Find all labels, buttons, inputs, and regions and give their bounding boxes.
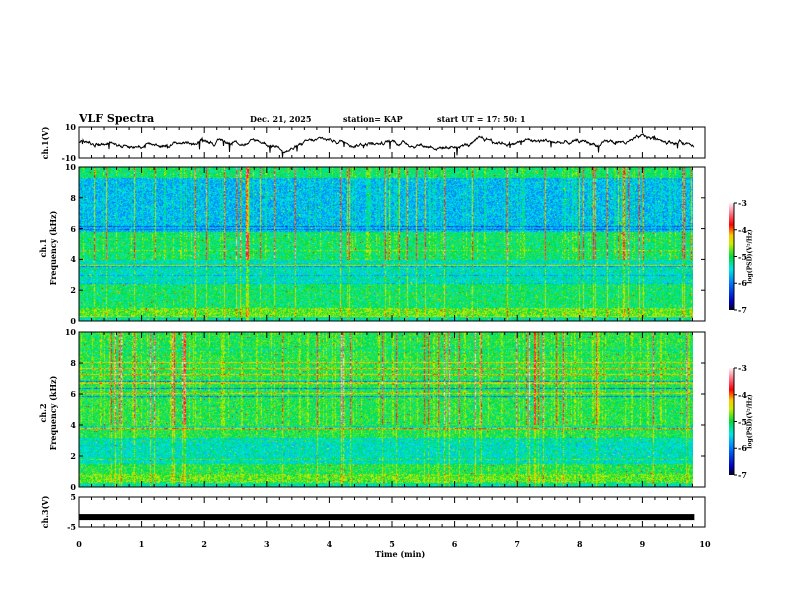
start-time-label: start UT = 17: 50: 1 bbox=[437, 114, 526, 124]
ytick-label-2: 4 bbox=[70, 420, 76, 430]
ytick-label-0: 10 bbox=[64, 122, 76, 132]
colorbar-tick-label: -7 bbox=[738, 470, 747, 480]
xtick-label: 10 bbox=[699, 539, 711, 549]
ch1-waveform-line bbox=[78, 132, 695, 158]
colorbar-tick-label: -6 bbox=[738, 443, 747, 454]
x-axis-label: Time (min) bbox=[375, 549, 426, 559]
xtick-label: 0 bbox=[76, 539, 82, 549]
ytick-label-2: 0 bbox=[70, 482, 76, 492]
colorbar-tick-label: -3 bbox=[738, 198, 747, 208]
xtick-label: 1 bbox=[138, 539, 145, 549]
colorbar-tick-label: -4 bbox=[738, 389, 747, 400]
colorbar-tick-label: -5 bbox=[738, 251, 747, 262]
ytick-label-1: 8 bbox=[70, 192, 76, 203]
colorbar-tick-label: -6 bbox=[738, 278, 747, 289]
ch1-spec-ylabel: ch.1 Frequency (kHz) bbox=[38, 208, 58, 288]
xtick-label: 2 bbox=[201, 539, 207, 549]
station-label: station= KAP bbox=[343, 114, 403, 124]
ch1-spec-panel-frame bbox=[78, 166, 706, 322]
ch1-spectrogram bbox=[79, 167, 693, 321]
ch1-spec-ylabel-line1: ch.1 bbox=[38, 238, 48, 258]
ch1-ylabel: ch.1(V) bbox=[40, 126, 50, 160]
ch3-ylabel: ch.3(V) bbox=[40, 495, 50, 529]
ytick-label-2: 10 bbox=[64, 327, 76, 337]
xtick-label: 7 bbox=[514, 539, 520, 549]
ch1-colorbar-label: log(PSD)(V²/Hz) bbox=[746, 229, 754, 284]
ytick-label-2: 2 bbox=[70, 451, 76, 461]
colorbar-tick-label: -5 bbox=[738, 416, 747, 427]
ytick-label-0: -10 bbox=[61, 153, 76, 163]
ch1-colorbar bbox=[729, 203, 734, 310]
ch2-colorbar-label: log(PSD)(V²/Hz) bbox=[746, 394, 754, 449]
ytick-label-1: 10 bbox=[64, 162, 76, 172]
ch2-colorbar bbox=[729, 368, 734, 475]
xtick-label: 9 bbox=[639, 539, 646, 549]
colorbar-tick-label: -3 bbox=[738, 363, 747, 373]
ch2-spectrogram bbox=[79, 332, 693, 487]
xtick-label: 6 bbox=[451, 539, 458, 549]
ytick-label-2: 6 bbox=[70, 389, 76, 399]
xtick-label: 3 bbox=[264, 539, 270, 549]
ch2-spec-ylabel-line1: ch.2 bbox=[38, 403, 48, 423]
ytick-label-3: -5 bbox=[67, 522, 76, 532]
xtick-label: 5 bbox=[389, 539, 395, 549]
ytick-label-2: 8 bbox=[70, 358, 76, 368]
ytick-label-1: 6 bbox=[70, 223, 76, 234]
ch2-spec-panel-frame bbox=[78, 331, 706, 488]
xtick-label: 8 bbox=[577, 539, 583, 549]
date-label: Dec. 21, 2025 bbox=[250, 114, 312, 124]
colorbar-tick-label: -4 bbox=[738, 224, 747, 235]
colorbar-tick-label: -7 bbox=[738, 305, 747, 315]
ch3-waveform-line bbox=[79, 514, 695, 521]
ch2-spec-ylabel: ch.2 Frequency (kHz) bbox=[38, 373, 58, 453]
ch2-spec-ylabel-line2: Frequency (kHz) bbox=[48, 375, 58, 451]
ytick-label-1: 4 bbox=[70, 254, 76, 265]
ch1-spec-ylabel-line2: Frequency (kHz) bbox=[48, 210, 58, 286]
xtick-label: 4 bbox=[326, 539, 333, 549]
ytick-label-3: 5 bbox=[70, 492, 76, 502]
ytick-label-1: 2 bbox=[70, 285, 76, 296]
ytick-label-1: 0 bbox=[70, 316, 76, 326]
figure-title: VLF Spectra bbox=[79, 112, 155, 125]
